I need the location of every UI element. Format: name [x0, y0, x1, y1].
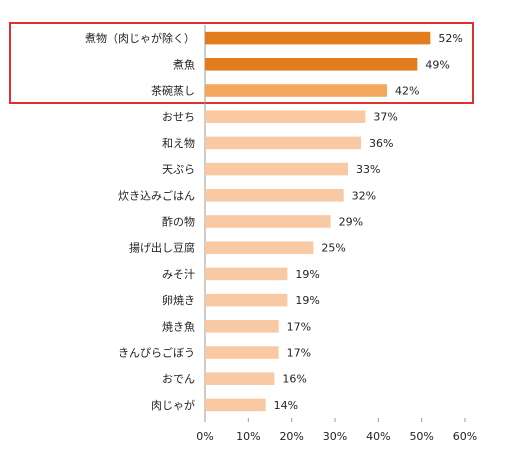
y-tick-label: おせち: [162, 111, 195, 124]
bar: [205, 189, 344, 202]
value-label: 25%: [321, 242, 345, 255]
value-label: 49%: [425, 58, 449, 71]
y-tick-label: 煮物（肉じゃが除く）: [85, 31, 195, 45]
value-label: 29%: [339, 216, 363, 229]
x-tick-label: 30%: [323, 430, 347, 443]
y-tick-label: 肉じゃが: [151, 398, 195, 412]
y-tick-label: 炊き込みごはん: [118, 188, 195, 202]
bar: [205, 136, 361, 150]
y-tick-label: 酢の物: [162, 215, 195, 229]
value-label: 14%: [274, 399, 298, 412]
bar: [205, 398, 266, 412]
y-tick-label: きんぴらごぼう: [118, 346, 195, 360]
x-tick-label: 50%: [409, 430, 433, 443]
y-tick-label: 茶碗蒸し: [151, 84, 195, 98]
value-label: 17%: [287, 320, 311, 333]
value-label: 37%: [373, 111, 397, 124]
value-label: 33%: [356, 163, 380, 176]
y-tick-label: 煮魚: [173, 58, 195, 71]
y-tick-label: おでん: [162, 373, 195, 386]
value-label: 42%: [395, 85, 419, 98]
value-label: 36%: [369, 137, 393, 150]
bar: [205, 241, 314, 254]
bar: [205, 58, 418, 71]
highlight-box: [9, 22, 474, 104]
y-tick-label: 焼き魚: [162, 320, 195, 333]
value-label: 19%: [295, 294, 319, 307]
y-tick-label: 卵焼き: [162, 294, 195, 307]
bar: [205, 346, 279, 359]
x-tick-label: 10%: [236, 430, 260, 443]
value-label: 52%: [438, 32, 462, 45]
bar: [205, 110, 366, 123]
x-tick-label: 0%: [196, 430, 213, 443]
x-tick-label: 40%: [366, 430, 390, 443]
bar: [205, 293, 288, 307]
y-tick-label: みそ汁: [162, 268, 195, 281]
bar: [205, 31, 431, 45]
bar: [205, 84, 387, 97]
value-label: 19%: [295, 268, 319, 281]
y-tick-label: 和え物: [162, 136, 195, 150]
x-tick-label: 60%: [453, 430, 477, 443]
value-label: 17%: [287, 347, 311, 360]
y-tick-label: 揚げ出し豆腐: [129, 241, 195, 255]
x-tick-label: 20%: [279, 430, 303, 443]
bar: [205, 162, 348, 176]
bar: [205, 215, 331, 228]
bar: [205, 372, 275, 385]
bar: [205, 320, 279, 333]
bar: [205, 267, 288, 281]
value-label: 16%: [282, 373, 306, 386]
value-label: 32%: [352, 189, 376, 202]
y-tick-label: 天ぷら: [162, 163, 195, 176]
